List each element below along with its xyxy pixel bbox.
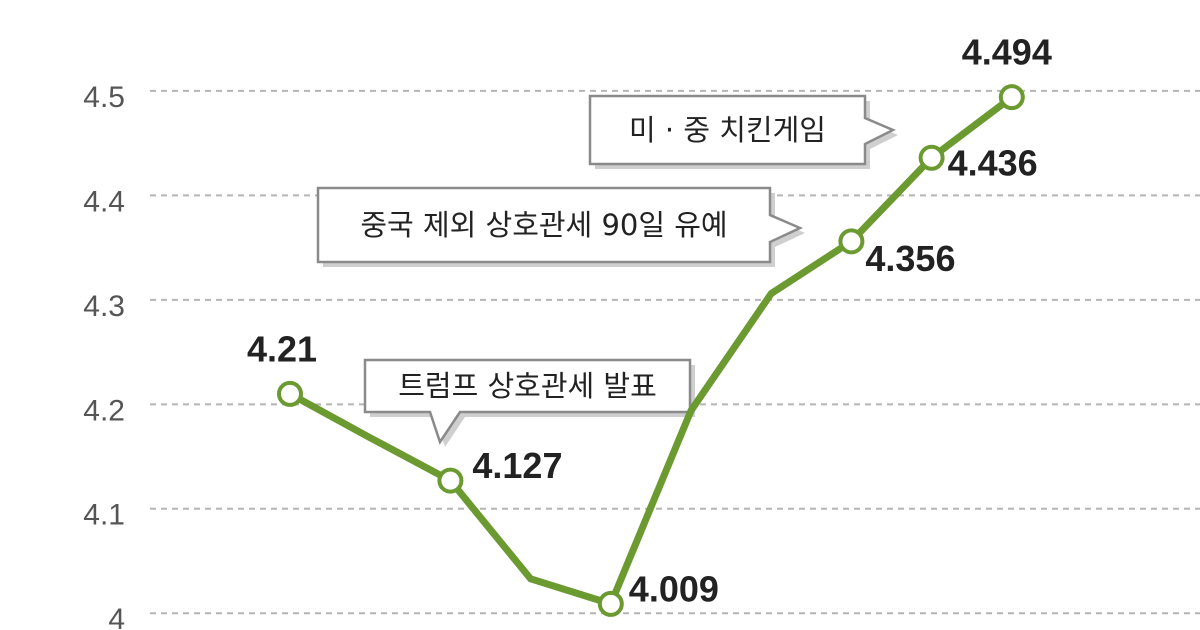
point [998,84,1025,111]
point [597,590,624,617]
grid: 4 4.1 4.2 4.3 4.4 4.5 [83,81,1200,630]
callout-box [588,94,896,166]
value-label: 4.494 [962,32,1052,73]
value-label: 4.21 [247,328,317,369]
annotations: 트럼프 상호관세 발표 중국 제외 상호관세 90일 유예 미 · 중 치킨게임 [316,94,898,447]
point [918,144,945,171]
line [288,94,1014,608]
value-label: 4.356 [865,238,955,279]
point [277,380,303,407]
annotation: 중국 제외 상호관세 90일 유예 [360,208,727,242]
value-label: 4.009 [629,568,719,609]
y-tick-label: 4.5 [83,81,125,114]
value-label: 4.127 [472,445,562,486]
annotation: 트럼프 상호관세 발표 [398,369,657,403]
annotation: 미 · 중 치킨게임 [629,113,826,147]
y-tick-label: 4.2 [83,394,125,427]
y-tick-label: 4.4 [83,185,125,218]
plot: 4.21 4.127 4.009 4.356 4.436 4.494 [247,32,1052,617]
y-tick-label: 4.1 [83,499,125,532]
point [437,467,464,494]
y-tick-label: 4.3 [83,290,125,323]
callout-box [363,358,692,445]
value-label: 4.436 [948,142,1038,183]
point [838,228,865,255]
callout-box [316,186,804,264]
y-tick-label: 4 [108,603,125,630]
